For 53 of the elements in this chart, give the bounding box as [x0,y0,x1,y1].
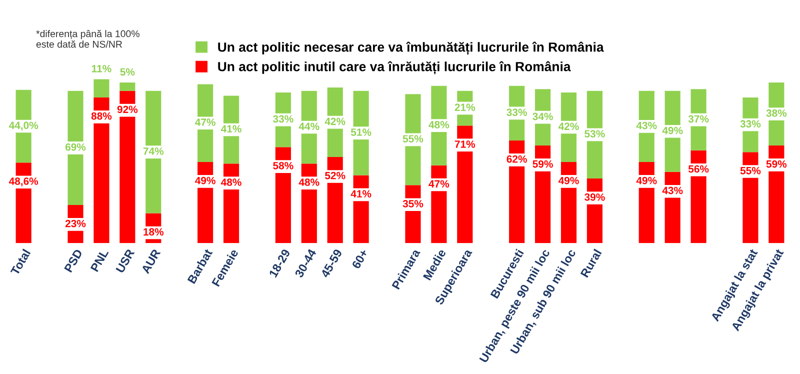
text: *diferența până la 100% este dată de NS/NR [36,30,140,48]
data-label: 18% [144,228,164,236]
data-label: 41% [220,125,242,133]
data-label: 43% [636,122,657,130]
data-label: 41% [350,190,372,198]
data-label: 39% [584,193,605,201]
data-label: 51% [350,128,372,136]
data-label: 58% [273,162,294,170]
x-tick-label: PNL [90,248,109,272]
data-label: 47% [428,180,450,188]
data-label: 42% [324,118,346,126]
data-label: 44,0% [8,122,38,131]
data-label: 49% [558,176,579,184]
data-label: 49% [195,176,216,184]
data-label: 49% [662,126,683,134]
data-label: 34% [532,112,553,120]
data-label: 23% [65,220,86,228]
data-label: 37% [688,115,709,123]
data-label: 33% [506,108,527,116]
data-label: 55% [740,166,761,174]
data-label: 48% [428,121,450,128]
data-label: 11% [92,64,112,72]
data-label: 52% [324,172,346,180]
data-label: 42% [558,122,579,130]
data-label: 47% [195,118,216,126]
legend-label: Un act politic inutil care va înrăutăți lucrurile în România [218,61,571,74]
data-label: 49% [636,176,657,184]
legend-label: Un act politic necesar care va îmbunătăți lucrurile în România [218,42,604,55]
data-label: 71% [454,140,476,148]
data-label: 53% [584,130,605,138]
bar [94,79,110,98]
data-label: 44% [298,122,320,130]
data-label: 59% [532,160,553,168]
data-label: 5% [120,68,135,76]
data-label: 74% [143,148,164,155]
data-label: 59% [766,160,787,168]
data-label: 62% [506,155,527,163]
data-label: 38% [766,109,787,117]
data-label: 56% [688,165,709,173]
x-tick-label: 60+ [352,248,368,270]
data-label: 48,6% [8,178,38,186]
data-label: 33% [272,115,294,123]
data-label: 48% [298,178,320,186]
data-label: 88% [91,112,112,120]
data-label: 21% [454,104,476,111]
data-label: 35% [402,200,424,208]
data-label: 43% [662,186,683,194]
bar [120,82,136,91]
data-label: 92% [117,106,138,114]
data-label: 33% [740,120,761,128]
data-label: 55% [402,135,424,142]
data-label: 69% [65,143,86,151]
data-label: 48% [220,178,242,186]
